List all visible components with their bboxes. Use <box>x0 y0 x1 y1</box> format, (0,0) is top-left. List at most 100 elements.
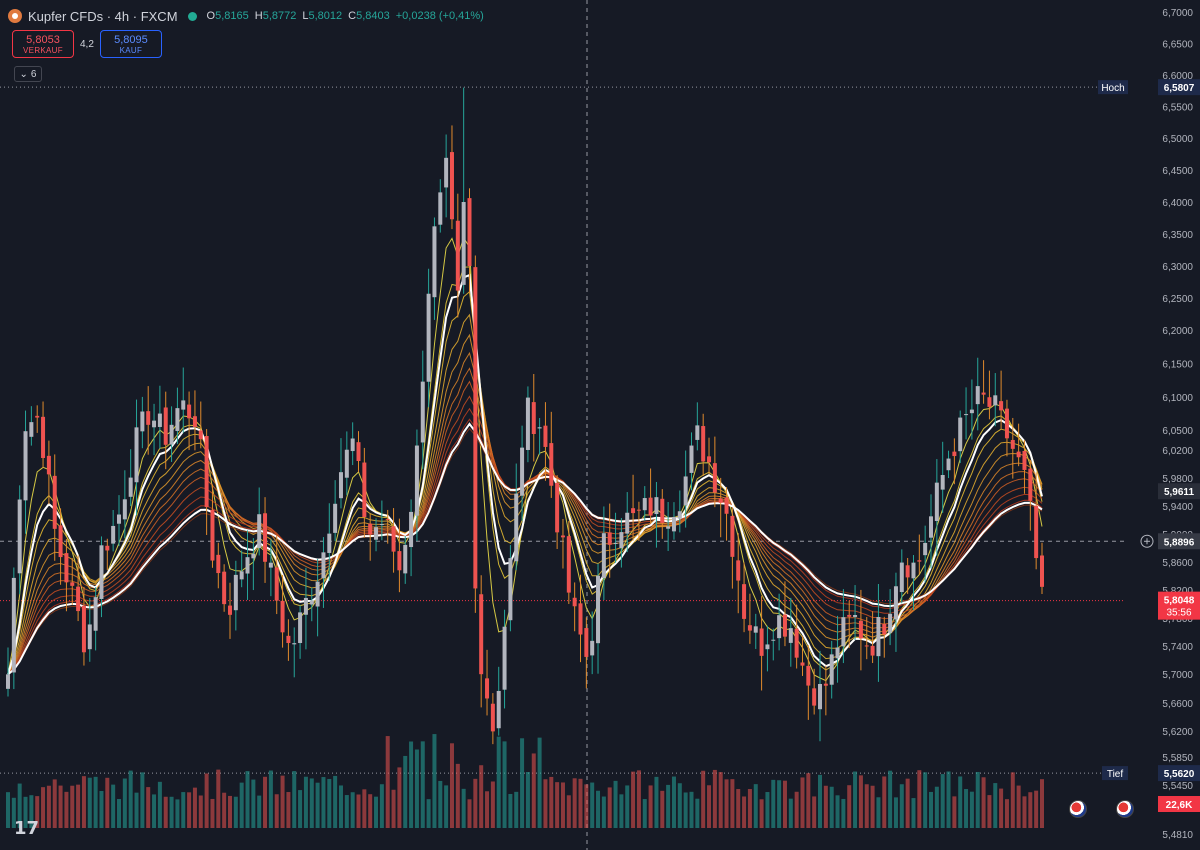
candle-body <box>742 584 747 619</box>
volume-bar <box>853 771 858 828</box>
volume-bar <box>1034 790 1039 828</box>
volume-bar <box>263 776 268 828</box>
candle-body <box>677 511 682 519</box>
volume-bar <box>549 776 554 828</box>
candle-body <box>683 476 688 506</box>
high-marker-label-bg <box>1098 80 1128 95</box>
candle-body <box>327 533 332 553</box>
price-axis-tick: 5,6600 <box>1162 699 1193 710</box>
volume-bar <box>666 784 671 828</box>
candle-body <box>607 532 612 545</box>
volume-bar <box>87 777 92 828</box>
candle-body <box>111 525 116 544</box>
volume-bar <box>286 792 291 828</box>
candle-body <box>712 463 717 493</box>
price-axis-tick: 5,6200 <box>1162 727 1193 738</box>
tradingview-logo[interactable]: 17 <box>14 818 40 839</box>
candle-body <box>905 565 910 578</box>
candle-body <box>169 424 174 445</box>
candle-body <box>397 551 402 571</box>
volume-bar <box>46 785 51 828</box>
candle-body <box>736 560 741 581</box>
buy-button[interactable]: 5,8095 KAUF <box>99 30 162 58</box>
volume-bar <box>403 755 408 828</box>
sell-button[interactable]: 5,8053 VERKAUF <box>12 30 74 58</box>
buy-label: KAUF <box>119 45 143 55</box>
candle-body <box>549 443 554 486</box>
volume-bar <box>409 741 414 828</box>
volume-bar <box>479 765 484 828</box>
volume-bar <box>689 791 694 828</box>
candle-body <box>543 425 548 447</box>
indicator-count: 6 <box>30 68 37 80</box>
candle-body <box>99 545 104 599</box>
ohlc-high: H5,8772 <box>254 10 297 22</box>
volume-bar <box>187 792 192 828</box>
candle-body <box>648 497 653 516</box>
volume-bar <box>520 738 525 828</box>
symbol-title[interactable]: Kupfer CFDs · 4h · FXCM <box>28 8 178 24</box>
volume-bar <box>111 784 116 828</box>
candle-body <box>490 703 495 732</box>
volume-bar <box>671 776 676 828</box>
candle-body <box>204 436 209 508</box>
volume-bar <box>41 787 46 828</box>
volume-bar <box>449 743 454 828</box>
candle-body <box>753 626 758 633</box>
crosshair-plus-icon <box>1140 534 1154 548</box>
candle-body <box>514 493 519 562</box>
volume-bar <box>251 779 256 828</box>
price-axis-tick: 5,5850 <box>1162 753 1193 764</box>
volume-bar <box>122 778 127 828</box>
sell-label: VERKAUF <box>23 45 63 55</box>
candle-body <box>157 413 162 427</box>
volume-bar <box>70 785 75 828</box>
indicator-toggle-button[interactable]: ⌄ 6 <box>14 66 42 82</box>
candle-body <box>414 445 419 516</box>
volume-bar <box>590 782 595 828</box>
ema-line <box>7 333 1043 675</box>
candle-body <box>537 427 542 429</box>
volume-bar <box>876 797 881 828</box>
candle-body <box>701 426 706 462</box>
candle-body <box>707 456 712 463</box>
volume-bar <box>514 791 519 828</box>
candle-body <box>654 497 659 515</box>
candle-body <box>140 411 145 432</box>
low-marker-bg <box>1158 765 1200 782</box>
volume-bar <box>952 796 957 828</box>
candle-body <box>263 513 268 562</box>
candle-body <box>338 472 343 499</box>
candle-body <box>239 571 244 580</box>
crosshair-price-badge-bg <box>1158 533 1200 550</box>
volume-bar <box>917 770 922 828</box>
low-marker-value: 5,5620 <box>1164 769 1195 780</box>
volume-bar <box>1016 785 1021 828</box>
candle-body <box>502 626 507 690</box>
volume-bar <box>76 784 81 828</box>
crosshair-price-badge: 5,8896 <box>1158 533 1200 550</box>
price-axis-tick: 6,2500 <box>1162 294 1193 305</box>
volume-bar <box>572 778 577 828</box>
candle-body <box>455 220 460 291</box>
candle-body <box>29 422 34 437</box>
candle-body <box>35 415 40 418</box>
us-flag-event-icon[interactable] <box>1069 800 1087 818</box>
volume-bar <box>981 777 986 828</box>
volume-bar <box>736 789 741 828</box>
volume-bar <box>368 794 373 828</box>
price-axis-tick: 5,8600 <box>1162 558 1193 569</box>
volume-bar <box>379 784 384 828</box>
volume-bar <box>677 783 682 828</box>
volume-bar <box>578 778 583 828</box>
us-flag-event-icon[interactable] <box>1116 800 1134 818</box>
spread-value: 4,2 <box>80 38 94 50</box>
candle-body <box>923 542 928 556</box>
candle-body <box>893 586 898 620</box>
candle-body <box>444 157 449 188</box>
volume-bar <box>438 780 443 828</box>
candle-body <box>730 515 735 557</box>
volume-bar <box>782 780 787 828</box>
candle-body <box>864 645 869 647</box>
